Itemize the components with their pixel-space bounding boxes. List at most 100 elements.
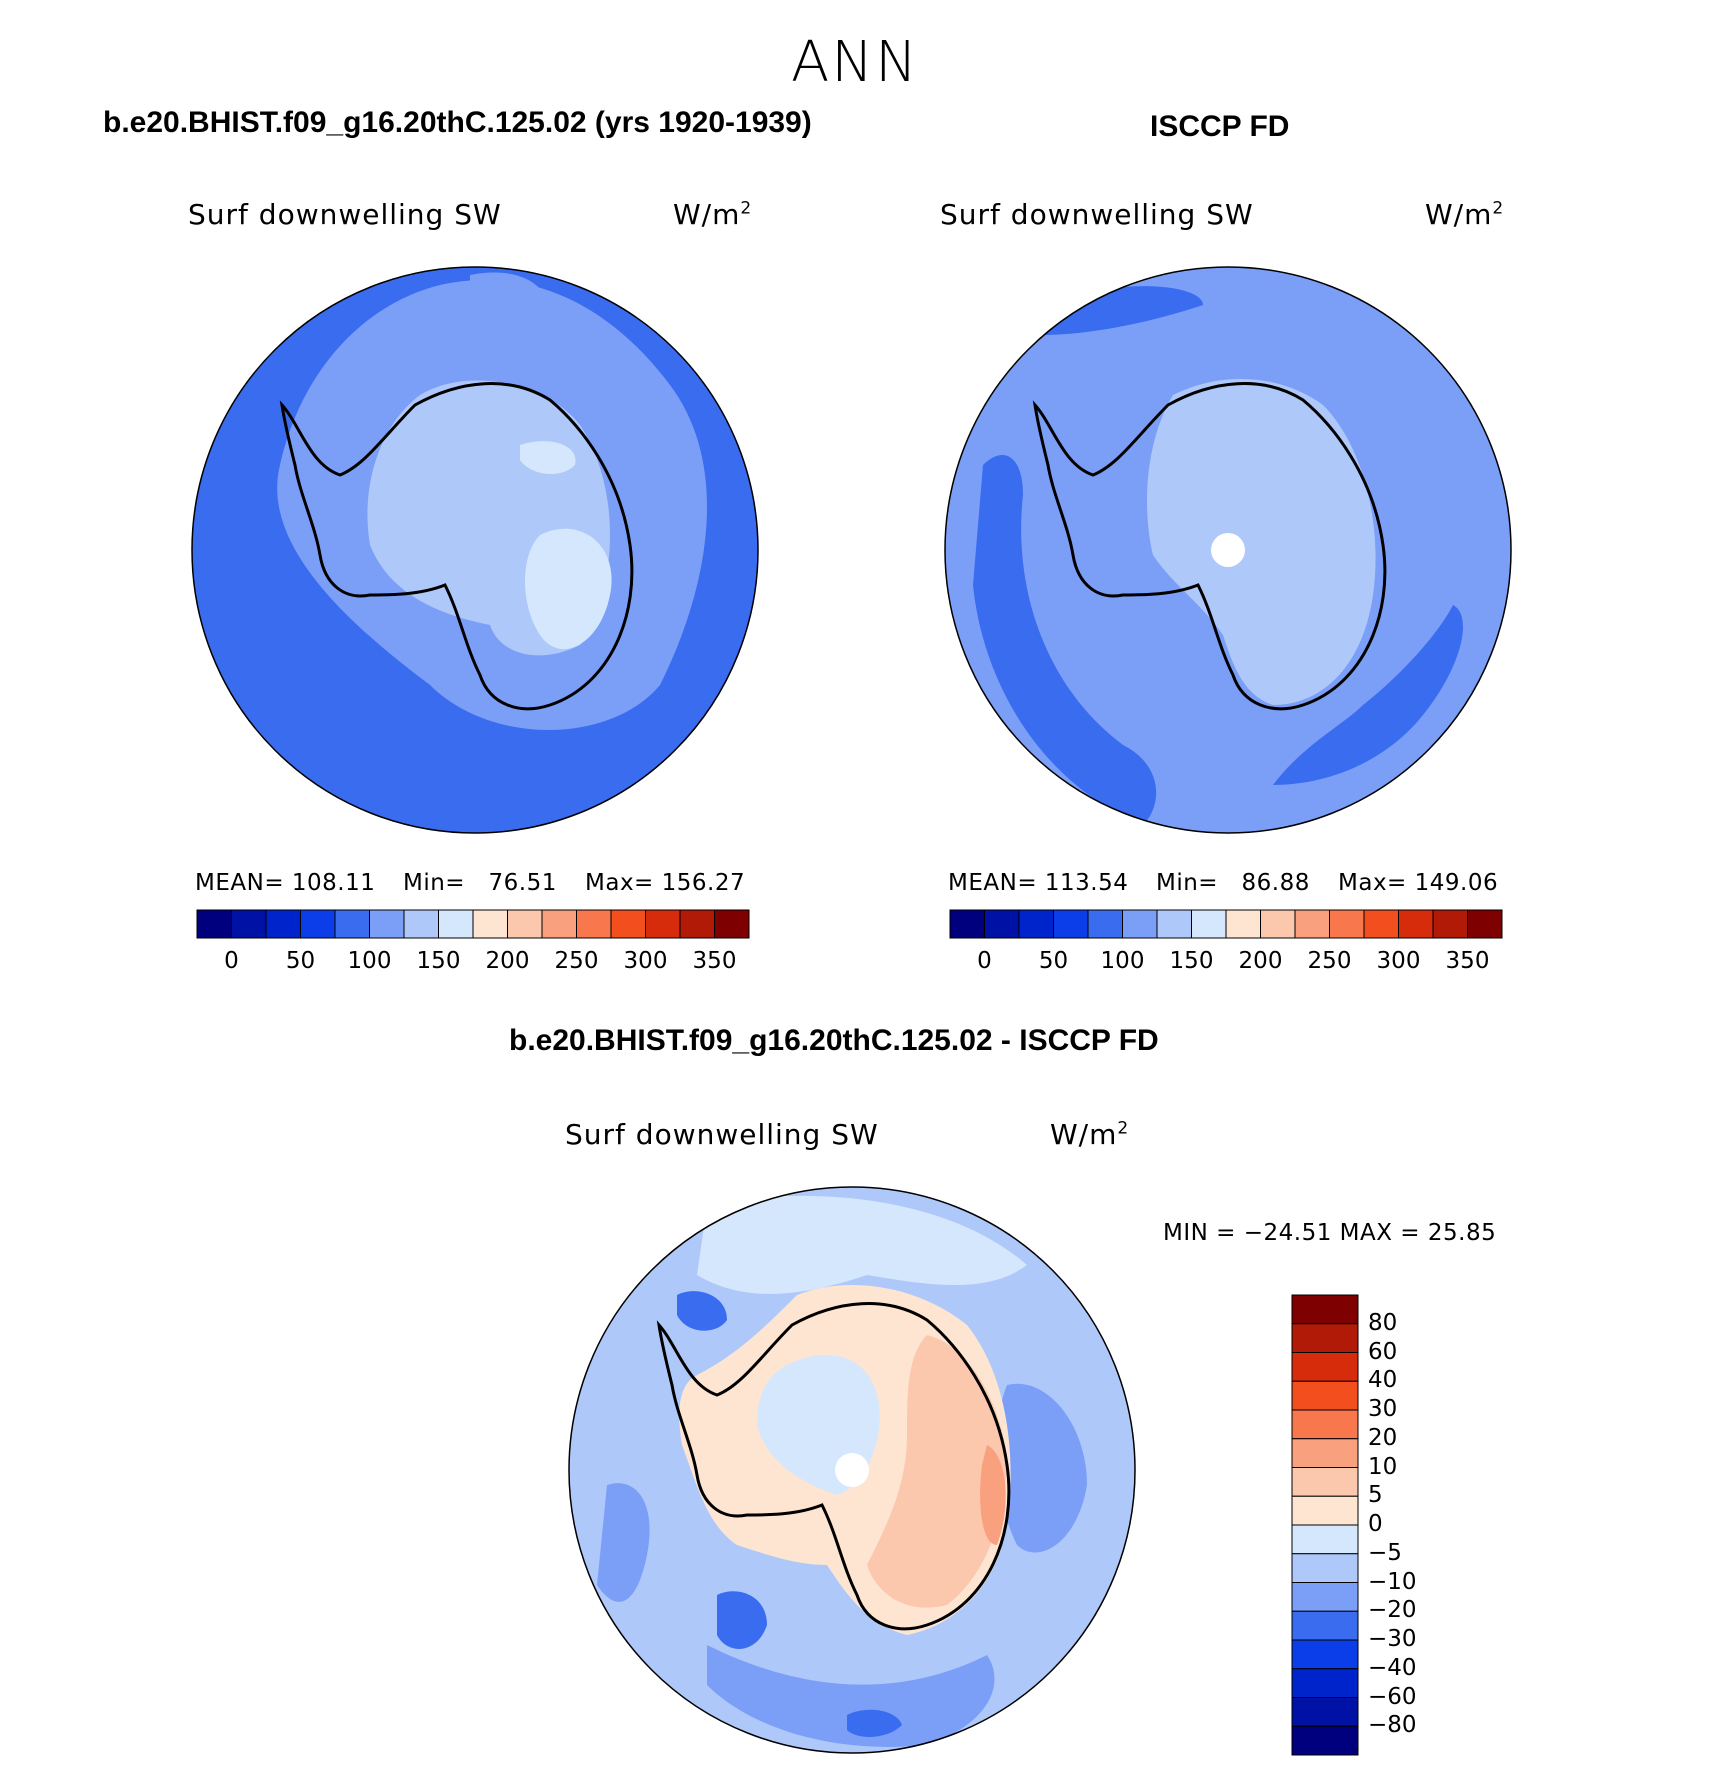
model-northeast-patch [470, 272, 552, 354]
model-coastline [279, 382, 634, 711]
diff-dark-blob-1 [717, 1591, 767, 1649]
diff-colorbar-box [1291, 1467, 1359, 1497]
model-colorbar-box [576, 909, 612, 939]
diff-colorbar-box [1291, 1495, 1359, 1526]
obs-continent [1147, 378, 1376, 705]
diff-colorbar-tick-label: 5 [1368, 1482, 1383, 1509]
obs-west-band [973, 455, 1157, 825]
diff-minmax-text: MIN = −24.51 MAX = 25.85 [1163, 1220, 1497, 1246]
model-east-plateau [525, 528, 612, 650]
diff-case-title: b.e20.BHIST.f09_g16.20thC.125.02 - ISCCP… [509, 1024, 1159, 1057]
diff-coastline [656, 1302, 1011, 1631]
obs-colorbar-box [1432, 909, 1468, 939]
model-case-title: b.e20.BHIST.f09_g16.20thC.125.02 (yrs 19… [103, 106, 812, 139]
diff-colorbar-box [1291, 1668, 1359, 1698]
model-colorbar-box [369, 909, 405, 939]
diff-colorbar-box [1291, 1697, 1359, 1727]
obs-map [944, 266, 1512, 834]
obs-colorbar-tick-label: 50 [1038, 948, 1069, 974]
model-colorbar-tick-label: 300 [623, 948, 668, 974]
model-variable-label: Surf downwelling SW [188, 198, 502, 231]
diff-colorbar-box [1291, 1639, 1359, 1670]
model-colorbar-tick-label: 350 [692, 948, 737, 974]
obs-colorbar-box [1294, 909, 1330, 939]
diff-colorbar-box [1291, 1582, 1359, 1612]
model-map [191, 266, 759, 834]
diff-colorbar-box [1291, 1380, 1359, 1411]
diff-dark-blob-2 [847, 1709, 902, 1737]
obs-colorbar [949, 909, 1503, 939]
obs-variable-label: Surf downwelling SW [940, 198, 1254, 231]
diff-pole-hole [835, 1453, 869, 1487]
model-max-text: Max= 156.27 [585, 870, 746, 896]
model-colorbar-box [679, 909, 715, 939]
model-mean-text: MEAN= 108.11 [195, 870, 376, 896]
diff-colorbar-tick-label: −10 [1368, 1568, 1417, 1595]
diff-colorbar-tick-label: −80 [1368, 1712, 1417, 1739]
diff-dark-blob-3 [677, 1291, 727, 1331]
diff-variable-label: Surf downwelling SW [565, 1118, 879, 1151]
diff-mid-patch-east [996, 1383, 1087, 1553]
diff-colorbar-box [1291, 1438, 1359, 1468]
obs-colorbar-box [1156, 909, 1192, 939]
model-colorbar-box [472, 909, 508, 939]
obs-colorbar-tick-label: 350 [1445, 948, 1490, 974]
model-colorbar-box [231, 909, 267, 939]
obs-colorbar-tick-label: 250 [1307, 948, 1352, 974]
diff-colorbar-tick-label: −30 [1368, 1626, 1417, 1652]
diff-colorbar [1291, 1294, 1359, 1756]
model-colorbar-box [403, 909, 439, 939]
model-colorbar-box [714, 909, 750, 939]
model-colorbar-tick-label: 0 [224, 948, 239, 974]
diff-colorbar-tick-label: −60 [1368, 1683, 1417, 1710]
diff-colorbar-tick-label: 80 [1368, 1309, 1398, 1336]
model-dome-patch [520, 441, 576, 475]
diff-warm-strong-east [980, 1445, 1006, 1545]
model-min-text: Min= 76.51 [403, 870, 557, 896]
model-colorbar-box [507, 909, 543, 939]
diff-colorbar-tick-label: 10 [1368, 1453, 1398, 1480]
diff-colorbar-box [1291, 1294, 1359, 1325]
model-colorbar-tick-label: 100 [347, 948, 392, 974]
model-colorbar-box [645, 909, 681, 939]
main-title: ANN [790, 30, 920, 95]
obs-max-text: Max= 149.06 [1338, 870, 1499, 896]
diff-mid-patch-west [597, 1483, 650, 1602]
diff-light-band-north [697, 1195, 1027, 1294]
model-colorbar-box [610, 909, 646, 939]
obs-units-label: W/m2 [1425, 198, 1505, 231]
obs-colorbar-tick-label: 300 [1376, 948, 1421, 974]
obs-coastline [1032, 382, 1387, 711]
model-colorbar-tick-label: 200 [485, 948, 530, 974]
obs-colorbar-box [1191, 909, 1227, 939]
model-colorbar-box [541, 909, 577, 939]
diff-map [568, 1186, 1136, 1754]
model-colorbar-box [300, 909, 336, 939]
obs-case-title: ISCCP FD [1150, 110, 1290, 143]
obs-colorbar-box [1329, 909, 1365, 939]
model-colorbar-tick-label: 150 [416, 948, 461, 974]
diff-colorbar-tick-label: −5 [1368, 1539, 1402, 1566]
diff-continent-warm-mid [867, 1335, 1007, 1608]
model-units-label: W/m2 [673, 198, 753, 231]
obs-colorbar-box [1122, 909, 1158, 939]
model-colorbar-box [438, 909, 474, 939]
obs-min-text: Min= 86.88 [1156, 870, 1310, 896]
obs-colorbar-box [1087, 909, 1123, 939]
model-colorbar-tick-label: 50 [285, 948, 316, 974]
diff-colorbar-tick-label: 0 [1368, 1511, 1383, 1537]
diff-colorbar-box [1291, 1409, 1359, 1440]
obs-colorbar-tick-label: 100 [1100, 948, 1145, 974]
obs-colorbar-box [1225, 909, 1261, 939]
diff-colorbar-box [1291, 1553, 1359, 1583]
diff-colorbar-box [1291, 1352, 1359, 1382]
obs-southeast-band [1273, 605, 1463, 785]
obs-colorbar-tick-label: 0 [977, 948, 992, 974]
diff-colorbar-tick-label: 30 [1368, 1396, 1398, 1422]
obs-pole-hole [1211, 533, 1245, 567]
obs-colorbar-tick-label: 200 [1238, 948, 1283, 974]
diff-colorbar-box [1291, 1725, 1359, 1756]
diff-mid-band-south [707, 1645, 995, 1747]
obs-colorbar-box [1398, 909, 1434, 939]
obs-colorbar-box [1363, 909, 1399, 939]
